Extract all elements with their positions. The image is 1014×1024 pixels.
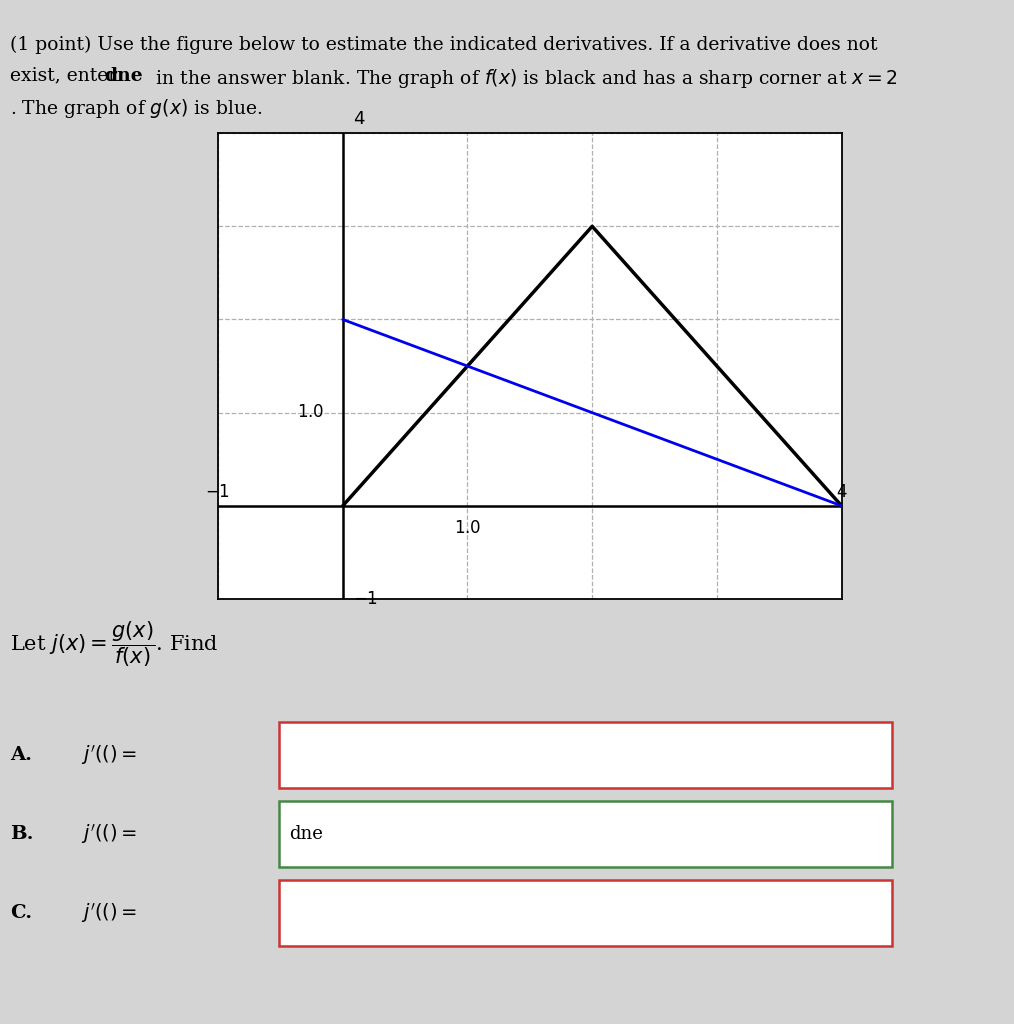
Text: B.: B. [10, 825, 33, 843]
Text: A.: A. [10, 746, 32, 764]
Text: $4$: $4$ [836, 484, 848, 501]
Text: (1 point) Use the figure below to estimate the indicated derivatives. If a deriv: (1 point) Use the figure below to estima… [10, 36, 878, 54]
Text: $j'(() =$: $j'(() =$ [81, 743, 138, 767]
Text: dne: dne [289, 825, 322, 843]
Text: $j'(() =$: $j'(() =$ [81, 822, 138, 846]
Text: $j'(() =$: $j'(() =$ [81, 901, 138, 925]
Text: $1.0$: $1.0$ [297, 404, 324, 421]
Text: $1.0$: $1.0$ [454, 520, 481, 537]
Text: $-1$: $-1$ [206, 484, 230, 501]
Text: exist, enter: exist, enter [10, 67, 124, 85]
Text: C.: C. [10, 904, 32, 922]
Text: Let $j(x) = \dfrac{g(x)}{f(x)}$. Find: Let $j(x) = \dfrac{g(x)}{f(x)}$. Find [10, 620, 218, 669]
Text: $-1$: $-1$ [353, 591, 378, 607]
Text: in the answer blank. The graph of $f(x)$ is black and has a sharp corner at $x =: in the answer blank. The graph of $f(x)$… [150, 67, 897, 89]
Text: . The graph of $g(x)$ is blue.: . The graph of $g(x)$ is blue. [10, 97, 263, 120]
Text: $4$: $4$ [353, 111, 365, 128]
Text: dne: dne [104, 67, 143, 85]
